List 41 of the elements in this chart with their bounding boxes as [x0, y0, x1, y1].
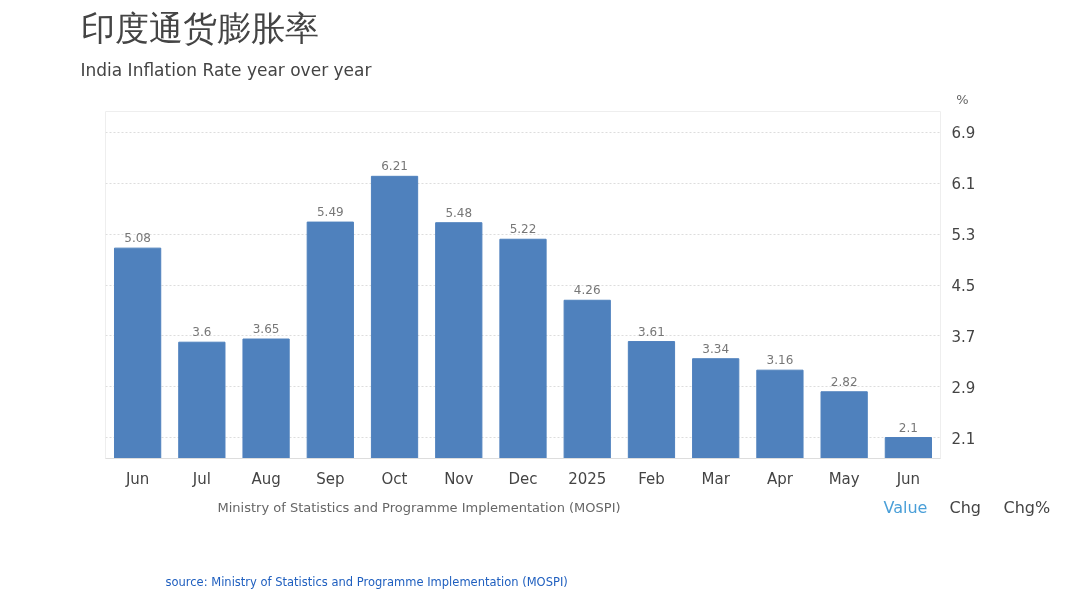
x-tick-label: Sep — [316, 469, 345, 488]
data-label: 5.08 — [124, 231, 151, 246]
data-label: 6.21 — [381, 159, 408, 174]
data-label: 3.16 — [766, 353, 794, 368]
x-tick-label: May — [828, 469, 860, 488]
y-tick-label: 6.1 — [951, 175, 976, 194]
x-tick-label: Apr — [766, 469, 794, 488]
y-tick-label: 6.9 — [951, 124, 976, 143]
x-tick-label: Oct — [381, 469, 408, 488]
data-label: 3.61 — [638, 324, 665, 339]
x-tick-label: Jul — [191, 469, 211, 488]
data-label: 2.82 — [830, 374, 858, 389]
x-tick-label: Aug — [251, 469, 281, 488]
x-tick-label: Dec — [508, 469, 538, 488]
chart-title: 印度通货膨胀率 — [80, 7, 319, 48]
data-label: 3.65 — [252, 322, 280, 337]
y-tick-label: 2.1 — [951, 429, 976, 448]
data-label: 2.1 — [898, 420, 918, 435]
x-tick-label: Mar — [701, 469, 731, 488]
chart-subtitle: India Inflation Rate year over year — [80, 59, 372, 80]
y-axis-title: % — [956, 91, 969, 107]
data-label: 5.22 — [509, 222, 537, 237]
data-label: 5.48 — [445, 205, 473, 220]
y-tick-label: 4.5 — [951, 277, 976, 295]
text: Ministry of Statistics and Programme Implementation (MOSPI) — [217, 500, 621, 515]
x-tick-label: Jun — [895, 469, 921, 488]
x-tick-label: Nov — [444, 469, 474, 488]
data-label: 3.6 — [192, 325, 212, 340]
text: Chg% — [1003, 498, 1051, 517]
data-label: 4.26 — [573, 283, 601, 298]
y-tick-label: 2.9 — [951, 378, 976, 397]
x-tick-label: Jun — [124, 469, 150, 488]
text: Value — [883, 498, 928, 517]
source-note: source: Ministry of Statistics and Programme Implementation (MOSPI) — [165, 574, 568, 589]
text: Chg — [949, 498, 981, 517]
y-tick-label: 3.7 — [951, 327, 976, 346]
data-label: 5.49 — [316, 205, 344, 220]
y-tick-label: 5.3 — [951, 226, 976, 245]
data-label: 3.34 — [702, 341, 730, 356]
x-tick-label: 2025 — [568, 469, 607, 488]
x-tick-label: Feb — [638, 469, 665, 488]
